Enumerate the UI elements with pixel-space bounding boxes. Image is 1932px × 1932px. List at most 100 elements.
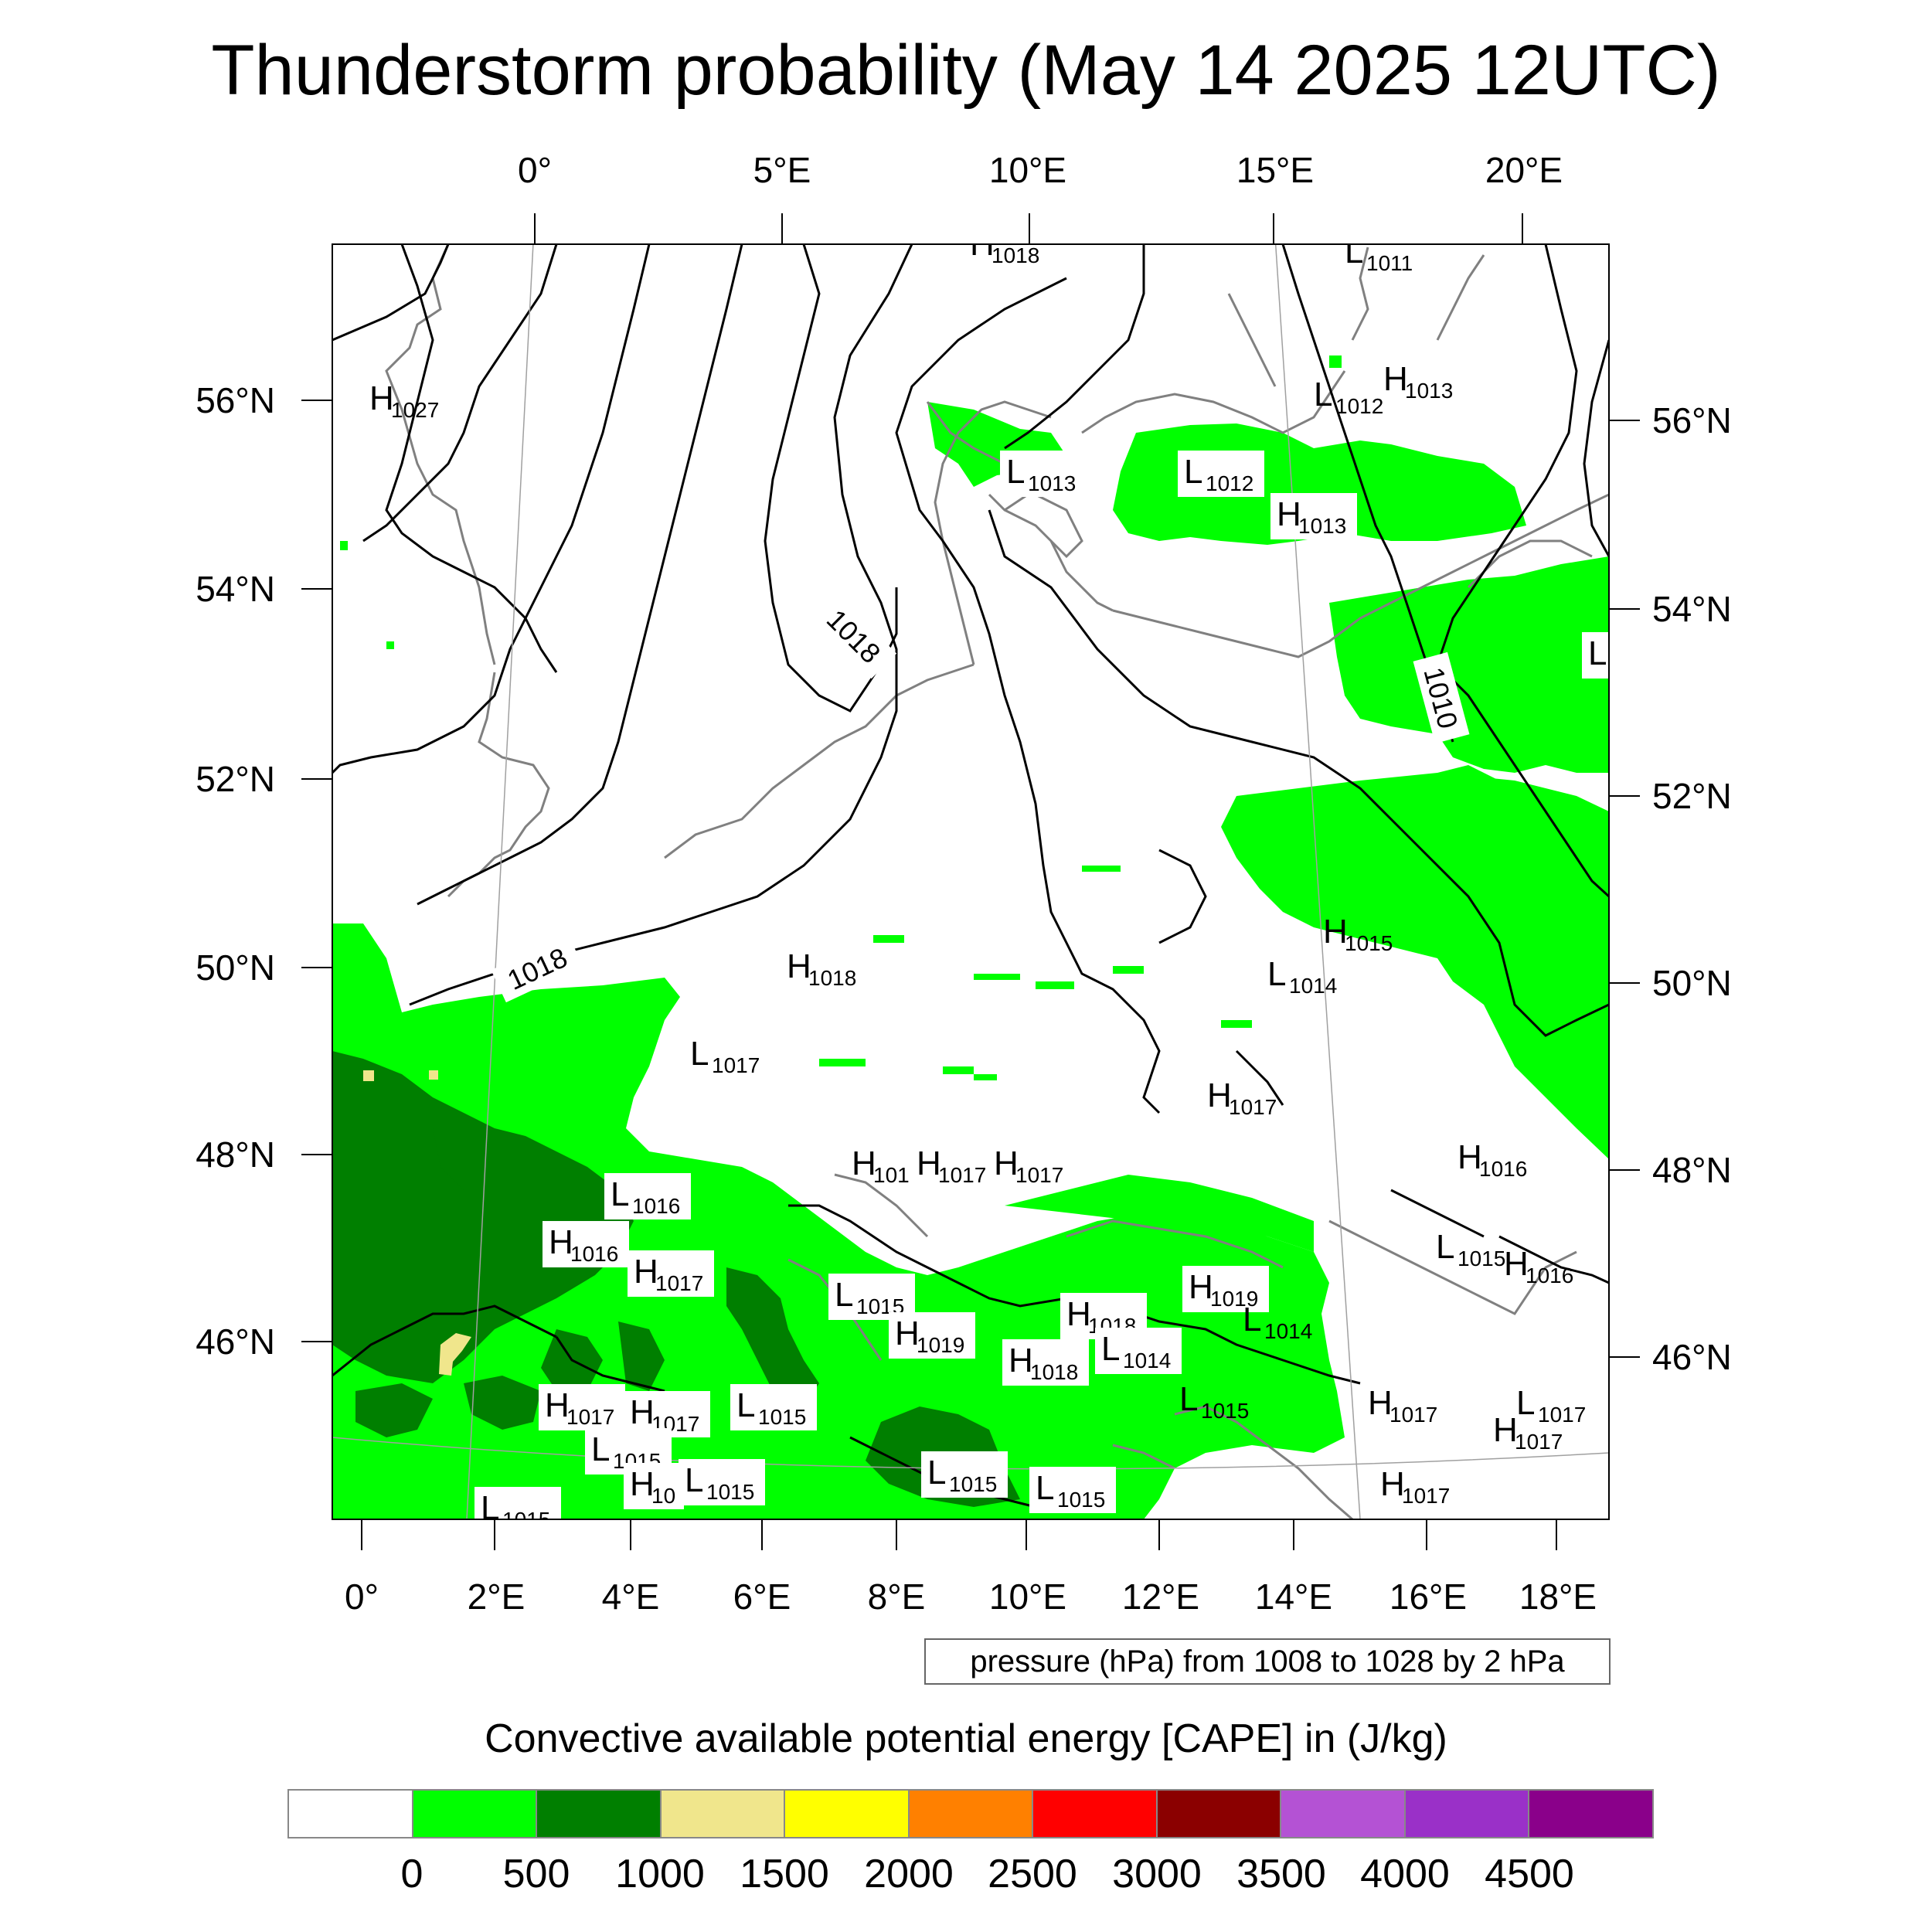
colorbar-labels: 0 500 1000 1500 2000 2500 3000 3500 4000… (0, 1847, 1932, 1901)
colorbar-swatch-1500-2000 (785, 1791, 910, 1837)
pressure-center-letter: L (685, 1461, 703, 1499)
right-tick-46n: 46°N (1652, 1337, 1732, 1377)
bottom-tick-6e: 6°E (733, 1577, 791, 1617)
pressure-center-value: 1015 (1345, 931, 1393, 955)
pressure-note: pressure (hPa) from 1008 to 1028 by 2 hP… (924, 1638, 1611, 1685)
bottom-tick-18e: 18°E (1519, 1577, 1597, 1617)
pressure-center-letter: H (917, 1145, 941, 1182)
pressure-center-value: 1014 (1289, 974, 1337, 998)
top-axis-labels: 0° 5°E 10°E 15°E 20°E (518, 150, 1563, 190)
pressure-center-letter: L (1436, 1228, 1454, 1266)
right-tick-56n: 56°N (1652, 400, 1732, 440)
coastlines (385, 244, 1609, 1519)
pressure-center-letter: H (970, 225, 995, 263)
pressure-center-value: 1012 (1206, 471, 1253, 495)
pressure-center-value: 1017 (938, 1163, 986, 1187)
pressure-center-value: 1017 (566, 1405, 614, 1429)
axis-ticks (301, 213, 1640, 1550)
pressure-center-letter: H (369, 379, 394, 417)
left-tick-56n: 56°N (196, 380, 275, 420)
pressure-center-value: 1018 (1030, 1360, 1078, 1384)
pressure-center-low: L 1017 (690, 1035, 760, 1077)
pressure-center-letter: L (591, 1430, 610, 1468)
pressure-center-value: 1015 (1201, 1399, 1249, 1423)
pressure-center-letter: H (1493, 1411, 1518, 1449)
pressure-center-letter: L (736, 1386, 755, 1424)
pressure-center-low: L 1015 (1029, 1467, 1116, 1513)
colorbar-swatch-2500-3000 (1033, 1791, 1158, 1837)
pressure-center-letter: H (630, 1465, 655, 1503)
pressure-center-value: 1017 (1389, 1403, 1437, 1427)
top-tick-20e: 20°E (1485, 150, 1563, 190)
pressure-center-letter: L (1179, 1380, 1198, 1418)
pressure-center-value: 1016 (570, 1242, 618, 1266)
isobars (332, 244, 1609, 1509)
top-tick-15e: 15°E (1236, 150, 1314, 190)
pressure-center-low: L 1015 (730, 1384, 817, 1430)
pressure-center-value: 1018 (992, 243, 1039, 267)
right-tick-54n: 54°N (1652, 589, 1732, 629)
pressure-center-value: 1015 (949, 1472, 997, 1496)
pressure-center-value: 1013 (1028, 471, 1076, 495)
colorbar-swatch-0-500 (413, 1791, 538, 1837)
colorbar-label-4500: 4500 (1485, 1852, 1574, 1896)
colorbar-label-1500: 1500 (740, 1852, 829, 1896)
pressure-center-low: L 1013 (1000, 451, 1087, 497)
pressure-center-value: 1017 (1538, 1403, 1586, 1427)
pressure-center-letter: H (634, 1253, 658, 1291)
pressure-center-letter: H (994, 1145, 1019, 1182)
pressure-center-letter: H (1323, 913, 1348, 951)
colorbar-label-3000: 3000 (1112, 1852, 1202, 1896)
cape-1000-1500-fill (363, 1070, 471, 1376)
pressure-center-low: L 1015 (1436, 1228, 1505, 1270)
left-tick-50n: 50°N (196, 947, 275, 988)
pressure-center-letter: L (690, 1035, 709, 1073)
pressure-center-value: 1017 (1402, 1484, 1450, 1508)
pressure-center-low: L 1014 (1243, 1301, 1312, 1343)
pressure-center-letter: H (545, 1386, 570, 1424)
pressure-center-letter: L (1036, 1469, 1054, 1507)
pressure-center-value: 1016 (1479, 1157, 1527, 1181)
left-axis-labels: 56°N 54°N 52°N 50°N 48°N 46°N (196, 380, 275, 1362)
colorbar-label-500: 500 (502, 1852, 570, 1896)
pressure-center-letter: H (549, 1223, 573, 1261)
colorbar-label-4000: 4000 (1360, 1852, 1450, 1896)
pressure-center-letter: L (481, 1489, 499, 1527)
pressure-center-low: L (1582, 632, 1609, 679)
right-axis-labels: 56°N 54°N 52°N 50°N 48°N 46°N (1652, 400, 1732, 1377)
colorbar-label-2000: 2000 (864, 1852, 954, 1896)
colorbar-swatch-500-1000 (537, 1791, 662, 1837)
pressure-center-value: 1016 (632, 1194, 680, 1218)
map-frame (332, 243, 1610, 1520)
pressure-center-letter: H (1277, 495, 1301, 533)
left-tick-46n: 46°N (196, 1321, 275, 1362)
pressure-center-letter: L (1243, 1301, 1261, 1338)
pressure-center-letter: H (630, 1393, 655, 1431)
colorbar-swatch-2000-2500 (909, 1791, 1034, 1837)
right-tick-50n: 50°N (1652, 963, 1732, 1003)
pressure-center-value: 1017 (1515, 1430, 1563, 1454)
top-tick-10e: 10°E (989, 150, 1066, 190)
pressure-center-value: 1013 (1405, 379, 1453, 403)
pressure-center-letter: H (1207, 1077, 1232, 1114)
left-tick-48n: 48°N (196, 1134, 275, 1175)
pressure-center-value: 1017 (655, 1271, 703, 1295)
pressure-center-low: L 1014 (1095, 1328, 1182, 1374)
colorbar-swatch-3000-3500 (1157, 1791, 1282, 1837)
colorbar-label-1000: 1000 (615, 1852, 705, 1896)
bottom-tick-16e: 16°E (1389, 1577, 1467, 1617)
